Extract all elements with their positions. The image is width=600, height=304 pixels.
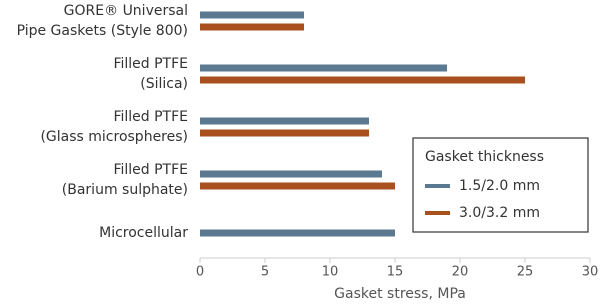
- x-tick-label: 15: [387, 265, 404, 280]
- x-tick-label: 20: [452, 265, 469, 280]
- y-tick-label: Filled PTFE: [113, 109, 188, 125]
- bar: [200, 11, 304, 19]
- bar: [200, 182, 395, 190]
- y-tick-label: Filled PTFE: [113, 162, 188, 178]
- y-tick-label: Pipe Gaskets (Style 800): [17, 23, 188, 39]
- y-tick-label: (Glass microspheres): [40, 129, 188, 145]
- x-tick-label: 5: [261, 265, 269, 280]
- legend-title: Gasket thickness: [425, 149, 544, 165]
- bar: [200, 76, 525, 84]
- x-tick-label: 25: [517, 265, 534, 280]
- bar: [200, 229, 395, 237]
- bar: [200, 23, 304, 31]
- legend-label: 3.0/3.2 mm: [459, 205, 540, 221]
- y-tick-label: GORE® Universal: [64, 3, 188, 19]
- x-tick-label: 30: [582, 265, 599, 280]
- legend-label: 1.5/2.0 mm: [459, 178, 540, 194]
- y-tick-label: Microcellular: [99, 225, 188, 241]
- y-tick-label: (Barium sulphate): [62, 182, 188, 198]
- x-tick-label: 10: [322, 265, 339, 280]
- bar: [200, 117, 369, 125]
- bar: [200, 170, 382, 178]
- x-tick-label: 0: [196, 265, 204, 280]
- bar: [200, 64, 447, 72]
- bar: [200, 129, 369, 137]
- y-tick-label: Filled PTFE: [113, 56, 188, 72]
- x-axis-label: Gasket stress, MPa: [334, 286, 466, 302]
- y-tick-label: (Silica): [140, 76, 188, 92]
